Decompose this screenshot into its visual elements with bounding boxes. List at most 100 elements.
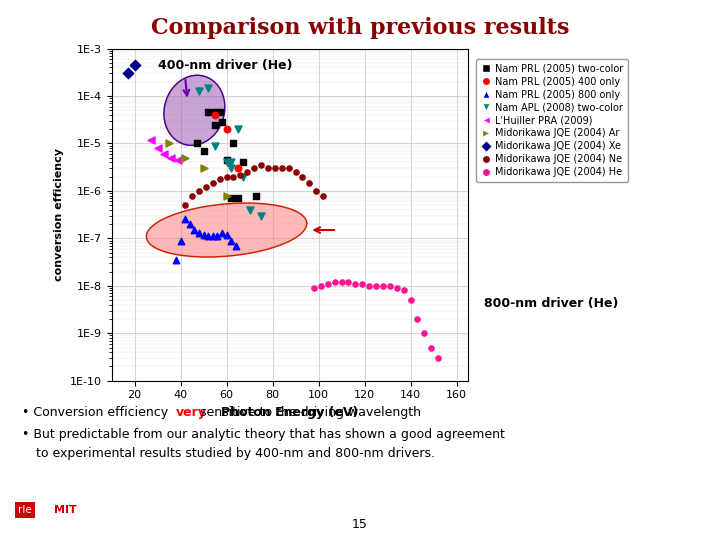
Point <box>179 215 191 224</box>
Point <box>432 354 444 362</box>
Text: • But predictable from our analytic theory that has shown a good agreement: • But predictable from our analytic theo… <box>22 428 505 441</box>
Point <box>221 172 233 181</box>
Text: 15: 15 <box>352 518 368 531</box>
Point <box>221 158 233 167</box>
Legend: Nam PRL (2005) two-color, Nam PRL (2005) 400 only, Nam PRL (2005) 800 only, Nam : Nam PRL (2005) two-color, Nam PRL (2005)… <box>477 59 628 182</box>
Point <box>175 236 186 245</box>
Point <box>221 230 233 239</box>
Point <box>256 161 267 170</box>
Point <box>276 164 287 173</box>
Point <box>221 156 233 164</box>
Text: very: very <box>176 406 207 419</box>
Text: 800-nm driver (He): 800-nm driver (He) <box>484 296 618 310</box>
Point <box>237 158 248 167</box>
Point <box>210 108 221 117</box>
Point <box>412 315 423 323</box>
Point <box>186 191 198 200</box>
Point <box>233 125 244 133</box>
Point <box>228 172 239 181</box>
X-axis label: Photon Energy (eV): Photon Energy (eV) <box>221 406 359 419</box>
Point <box>189 226 200 234</box>
Point <box>405 296 416 305</box>
Text: MIT: MIT <box>54 505 77 515</box>
Point <box>193 86 204 95</box>
Point <box>198 230 210 239</box>
Point <box>269 164 281 173</box>
Point <box>356 280 368 288</box>
Point <box>289 168 301 177</box>
Point <box>207 232 219 241</box>
Point <box>202 232 214 241</box>
Point <box>221 125 233 133</box>
Point <box>283 164 294 173</box>
Text: rle: rle <box>18 505 32 515</box>
Point <box>256 212 267 220</box>
Point <box>200 183 212 192</box>
Point <box>225 194 237 202</box>
Point <box>122 69 133 78</box>
Text: sensitive to the driving wavelength: sensitive to the driving wavelength <box>196 406 420 419</box>
Text: Comparison with previous results: Comparison with previous results <box>150 17 570 39</box>
Point <box>214 108 225 117</box>
Point <box>241 168 253 177</box>
Point <box>228 139 239 148</box>
Point <box>212 232 223 241</box>
Point <box>237 172 248 181</box>
Text: to experimental results studied by 400-nm and 800-nm drivers.: to experimental results studied by 400-n… <box>36 447 435 460</box>
Point <box>214 174 225 183</box>
Point <box>184 220 196 228</box>
Point <box>391 284 402 292</box>
Point <box>350 280 361 288</box>
Point <box>221 191 233 200</box>
Point <box>179 201 191 210</box>
Point <box>322 280 333 288</box>
Point <box>152 144 163 152</box>
Point <box>225 236 237 245</box>
Point <box>198 146 210 155</box>
Point <box>179 153 191 162</box>
Point <box>304 178 315 187</box>
Point <box>310 187 322 195</box>
Point <box>377 281 389 290</box>
Text: 400-nm driver (He): 400-nm driver (He) <box>158 58 293 72</box>
Point <box>262 164 274 173</box>
Point <box>233 194 244 202</box>
Polygon shape <box>164 75 225 145</box>
Point <box>233 164 244 173</box>
Point <box>225 158 237 167</box>
Point <box>235 170 246 179</box>
Point <box>343 278 354 286</box>
Point <box>364 281 375 290</box>
Point <box>210 141 221 150</box>
Point <box>251 191 262 200</box>
Point <box>202 83 214 92</box>
Point <box>163 139 175 148</box>
Point <box>198 164 210 173</box>
Point <box>207 178 219 187</box>
Point <box>248 164 260 173</box>
Point <box>145 136 156 144</box>
Point <box>166 153 177 162</box>
Point <box>426 343 437 352</box>
Point <box>329 278 341 286</box>
Point <box>216 118 228 126</box>
Point <box>370 281 382 290</box>
Point <box>398 286 410 295</box>
Point <box>225 164 237 173</box>
Point <box>158 150 170 158</box>
Point <box>418 329 430 338</box>
Point <box>129 60 140 69</box>
Point <box>244 206 256 214</box>
Point <box>216 228 228 237</box>
Point <box>318 191 329 200</box>
Point <box>308 284 320 292</box>
Point <box>315 281 327 290</box>
Polygon shape <box>146 203 307 257</box>
Y-axis label: conversion efficiency: conversion efficiency <box>54 148 64 281</box>
Text: • Conversion efficiency: • Conversion efficiency <box>22 406 172 419</box>
Point <box>336 278 347 286</box>
Point <box>230 241 241 250</box>
Point <box>297 172 308 181</box>
Point <box>193 228 204 237</box>
Point <box>210 111 221 119</box>
